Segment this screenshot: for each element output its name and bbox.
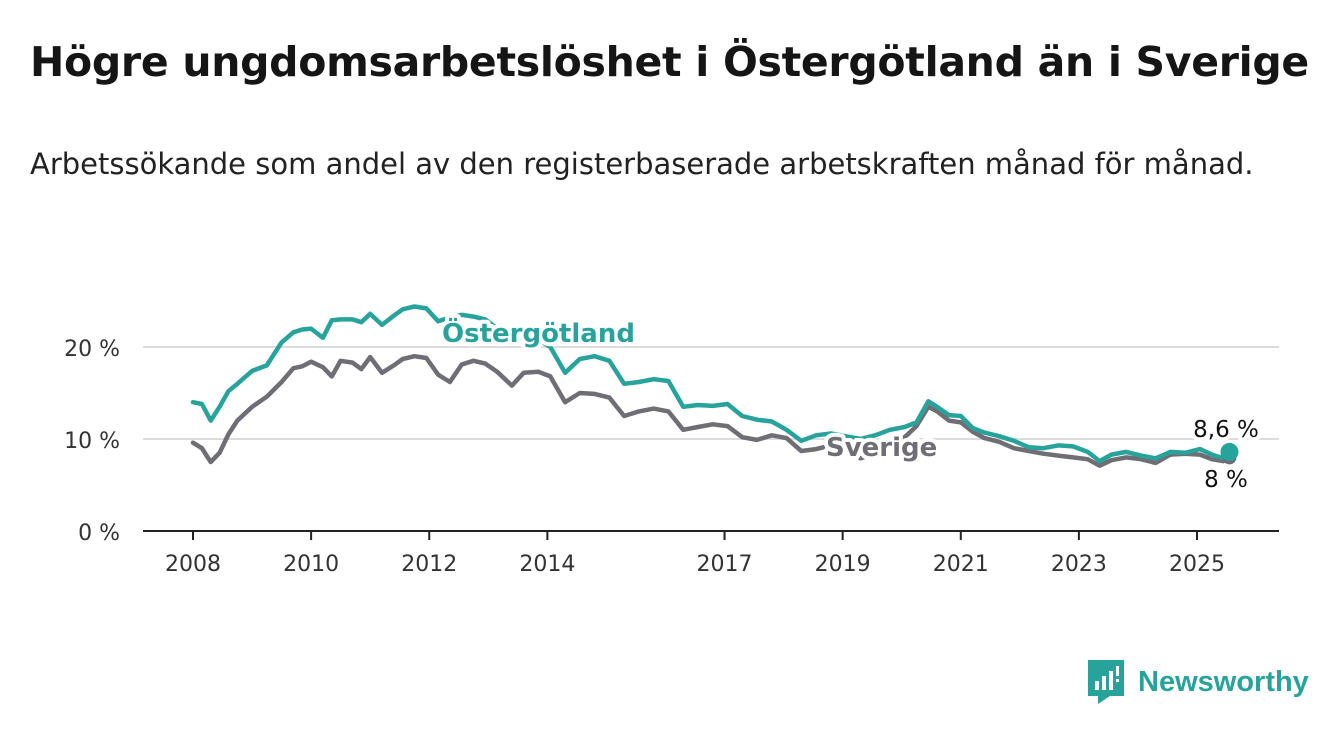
series-label-ostergotland: Östergötland [442, 316, 635, 349]
x-tick-label: 2023 [1051, 552, 1107, 577]
x-tick-label: 2025 [1169, 552, 1225, 577]
end-point-ostergotland [1220, 442, 1239, 461]
brand-logo: Newsworthy [1088, 660, 1309, 704]
series-lines [190, 304, 1239, 468]
x-tick-label: 2021 [933, 552, 989, 577]
x-tick-label: 2008 [165, 552, 221, 577]
x-tick-label: 2012 [401, 552, 457, 577]
newsworthy-logo-icon [1088, 660, 1124, 704]
y-tick-label: 10 % [64, 429, 120, 454]
x-axis: 2008 2010 2012 2014 2017 2019 2021 2023 2025 [143, 530, 1279, 577]
x-tick-label: 2019 [815, 552, 871, 577]
y-tick-label: 20 % [64, 337, 120, 362]
chart-subtitle: Arbetssökande som andel av den registerb… [30, 147, 1254, 181]
x-tick-label: 2017 [697, 552, 753, 577]
gridlines [143, 346, 1279, 440]
series-line-sverige [190, 353, 1232, 468]
y-tick-label: 0 % [78, 521, 120, 546]
end-value-label-ostergotland-halo: 8,6 % [1193, 417, 1259, 443]
series-labels: ÖstergötlandÖstergötlandSverigeSverige8,… [438, 312, 1263, 497]
x-tick-label: 2010 [283, 552, 339, 577]
series-label-sverige: Sverige [826, 433, 937, 463]
y-axis-labels: 0 % 10 % 20 % [64, 337, 120, 546]
chart-title: Högre ungdomsarbetslöshet i Östergötland… [30, 38, 1309, 86]
brand-name: Newsworthy [1138, 665, 1309, 698]
x-tick-label: 2014 [519, 552, 575, 577]
series-label-ostergotland-halo: Östergötland [442, 316, 635, 349]
series-label-sverige-halo: Sverige [826, 433, 937, 463]
series-line-ostergotland [190, 304, 1232, 464]
end-value-label-sverige-halo: 8 % [1204, 467, 1248, 493]
end-value-label-ostergotland: 8,6 % [1193, 417, 1259, 443]
end-value-label-sverige: 8 % [1204, 467, 1248, 493]
